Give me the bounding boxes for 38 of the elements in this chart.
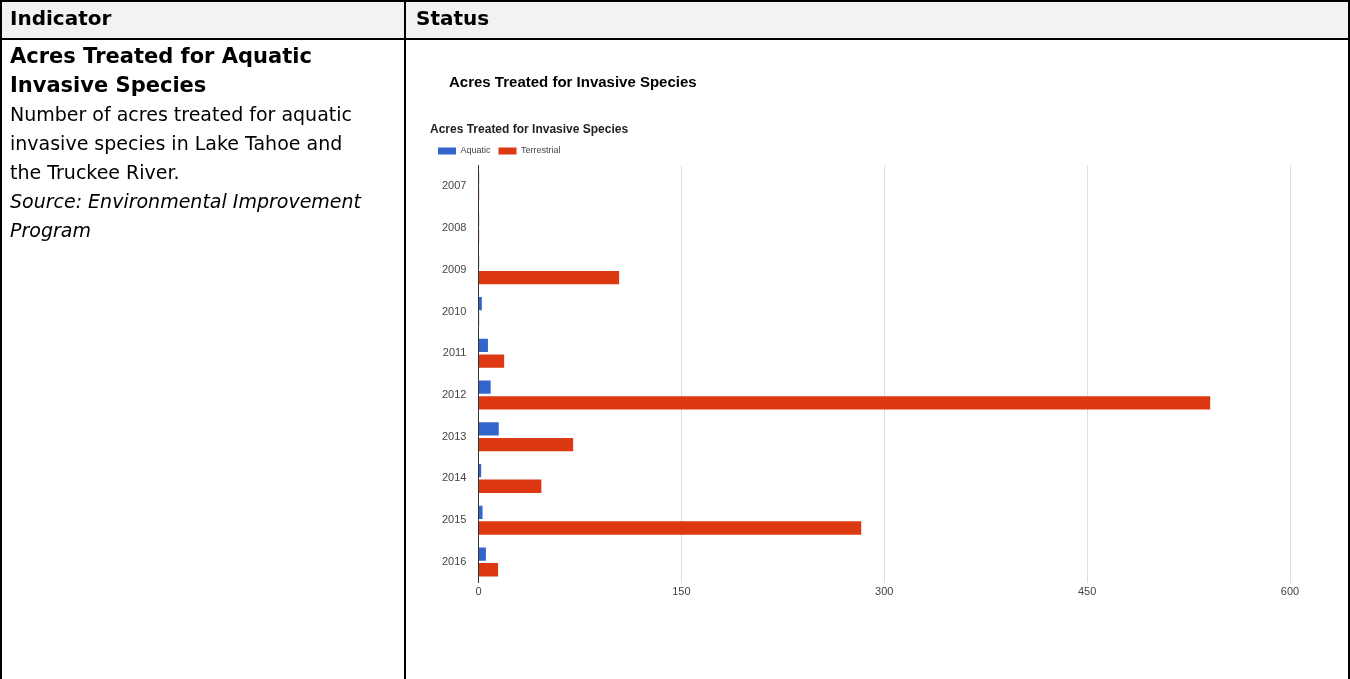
bar [478, 437, 574, 452]
chart-title: Acres Treated for Invasive Species [430, 121, 629, 136]
bar [478, 354, 505, 368]
bar [478, 463, 482, 478]
text: Indicator [10, 6, 112, 30]
bar [478, 547, 486, 561]
y-tick-label: 2016 [441, 554, 467, 567]
legend-label: Terrestrial [521, 145, 561, 156]
y-tick-label: 2014 [441, 471, 467, 484]
bar [478, 338, 488, 353]
bar [478, 380, 491, 394]
bar [478, 396, 1211, 410]
x-tick-label: 150 [672, 585, 691, 598]
y-tick-label: 2012 [441, 388, 467, 400]
y-tick-label: 2013 [441, 429, 467, 442]
text: Number of acres treated for aquatic invasive species in Lake Tahoe and the Truckee River. [10, 102, 353, 185]
x-tick-label: 600 [1280, 585, 1300, 598]
y-tick-label: 2015 [441, 513, 467, 526]
bar [478, 479, 542, 493]
y-tick-label: 2009 [441, 262, 467, 275]
bar [478, 505, 483, 520]
bar [478, 563, 499, 577]
y-tick-label: 2010 [441, 304, 467, 317]
bar [478, 521, 862, 535]
text: Acres Treated for Aquatic Invasive Species [10, 43, 313, 99]
source-note: Source: Environmental Improvement Program [10, 189, 363, 243]
text: Status [416, 6, 490, 30]
x-tick-label: 300 [875, 585, 894, 598]
x-tick-label: 0 [475, 585, 482, 598]
x-tick-label: 450 [1077, 585, 1097, 598]
y-tick-label: 2011 [442, 346, 467, 359]
legend-label: Aquatic [460, 145, 492, 156]
bar [478, 270, 620, 285]
y-tick-label: 2007 [441, 179, 467, 192]
bar [478, 422, 499, 436]
y-tick-label: 2008 [441, 221, 467, 234]
bar [478, 297, 482, 311]
text: Acres Treated for Invasive Species [449, 73, 697, 90]
